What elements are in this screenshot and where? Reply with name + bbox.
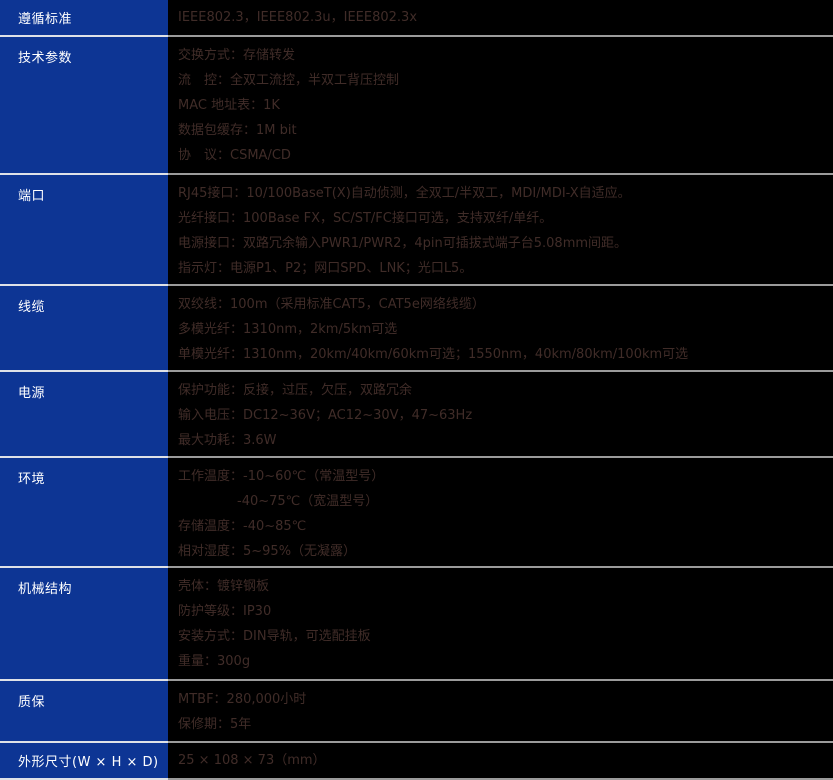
spec-line: 壳体：镀锌钢板 xyxy=(178,579,270,594)
row-divider xyxy=(0,566,833,568)
row-divider xyxy=(0,284,833,286)
spec-label: 环境 xyxy=(0,458,168,566)
spec-row-environment: 环境 工作温度：-10~60℃（常温型号） -40~75℃（宽温型号） 存储温度… xyxy=(0,458,833,566)
spec-line: 双绞线：100m（采用标准CAT5，CAT5e网络线缆） xyxy=(178,297,485,312)
spec-line: 流 控：全双工流控，半双工背压控制 xyxy=(178,73,400,88)
spec-value: RJ45接口：10/100BaseT(X)自动侦测，全双工/半双工，MDI/MD… xyxy=(168,175,833,284)
divider-left-segment xyxy=(0,284,168,286)
spec-label: 机械结构 xyxy=(0,568,168,679)
spec-label: 技术参数 xyxy=(0,37,168,173)
divider-right-segment xyxy=(168,456,833,458)
spec-row-warranty: 质保 MTBF：280,000小时 保修期：5年 xyxy=(0,681,833,741)
spec-line: -40~75℃（宽温型号） xyxy=(237,494,379,509)
divider-right-segment xyxy=(168,566,833,568)
row-divider xyxy=(0,741,833,743)
spec-row-ports: 端口 RJ45接口：10/100BaseT(X)自动侦测，全双工/半双工，MDI… xyxy=(0,175,833,284)
divider-right-segment xyxy=(168,35,833,37)
divider-left-segment xyxy=(0,679,168,681)
spec-row-mechanical: 机械结构 壳体：镀锌钢板 防护等级：IP30 安装方式：DIN导轨，可选配挂板 … xyxy=(0,568,833,679)
spec-row-dimensions: 外形尺寸(W × H × D) 25 × 108 × 73（mm） xyxy=(0,743,833,778)
spec-line: 保护功能：反接，过压，欠压，双路冗余 xyxy=(178,383,413,398)
spec-line: 25 × 108 × 73（mm） xyxy=(178,753,326,768)
divider-right-segment xyxy=(168,778,833,780)
spec-line: 输入电压：DC12~36V；AC12~30V，47~63Hz xyxy=(178,408,473,423)
spec-line: 最大功耗：3.6W xyxy=(178,433,277,448)
spec-line: IEEE802.3，IEEE802.3u，IEEE802.3x xyxy=(178,10,418,25)
spec-value: 壳体：镀锌钢板 防护等级：IP30 安装方式：DIN导轨，可选配挂板 重量：30… xyxy=(168,568,833,679)
row-divider xyxy=(0,370,833,372)
divider-left-segment xyxy=(0,173,168,175)
spec-label: 外形尺寸(W × H × D) xyxy=(0,743,168,778)
spec-value: 双绞线：100m（采用标准CAT5，CAT5e网络线缆） 多模光纤：1310nm… xyxy=(168,286,833,370)
spec-line: 保修期：5年 xyxy=(178,717,252,732)
divider-right-segment xyxy=(168,741,833,743)
spec-line: 相对湿度：5~95%（无凝露） xyxy=(178,544,357,559)
spec-line: 数据包缓存：1M bit xyxy=(178,123,297,138)
row-divider xyxy=(0,456,833,458)
divider-right-segment xyxy=(168,284,833,286)
divider-left-segment xyxy=(0,456,168,458)
spec-value: MTBF：280,000小时 保修期：5年 xyxy=(168,681,833,741)
spec-row-technical-parameters: 技术参数 交换方式：存储转发 流 控：全双工流控，半双工背压控制 MAC 地址表… xyxy=(0,37,833,173)
divider-right-segment xyxy=(168,173,833,175)
row-divider xyxy=(0,35,833,37)
spec-line: 单模光纤：1310nm，20km/40km/60km可选；1550nm，40km… xyxy=(178,347,689,362)
spec-label: 线缆 xyxy=(0,286,168,370)
spec-line: 防护等级：IP30 xyxy=(178,604,272,619)
spec-value: 保护功能：反接，过压，欠压，双路冗余 输入电压：DC12~36V；AC12~30… xyxy=(168,372,833,456)
spec-row-cables: 线缆 双绞线：100m（采用标准CAT5，CAT5e网络线缆） 多模光纤：131… xyxy=(0,286,833,370)
spec-value: IEEE802.3，IEEE802.3u，IEEE802.3x xyxy=(168,0,833,35)
spec-label: 端口 xyxy=(0,175,168,284)
bottom-border xyxy=(0,778,833,780)
spec-line: RJ45接口：10/100BaseT(X)自动侦测，全双工/半双工，MDI/MD… xyxy=(178,186,631,201)
spec-line: 工作温度：-10~60℃（常温型号） xyxy=(178,469,385,484)
row-divider xyxy=(0,679,833,681)
spec-label: 质保 xyxy=(0,681,168,741)
divider-right-segment xyxy=(168,370,833,372)
spec-line: 交换方式：存储转发 xyxy=(178,48,296,63)
divider-right-segment xyxy=(168,679,833,681)
divider-left-segment xyxy=(0,566,168,568)
spec-value: 工作温度：-10~60℃（常温型号） -40~75℃（宽温型号） 存储温度：-4… xyxy=(168,458,833,566)
divider-left-segment xyxy=(0,741,168,743)
spec-row-standards: 遵循标准 IEEE802.3，IEEE802.3u，IEEE802.3x xyxy=(0,0,833,35)
spec-line: 多模光纤：1310nm，2km/5km可选 xyxy=(178,322,398,337)
spec-line: 存储温度：-40~85℃ xyxy=(178,519,307,534)
spec-line: 指示灯：电源P1、P2；网口SPD、LNK；光口L5。 xyxy=(178,261,473,276)
spec-line: MAC 地址表：1K xyxy=(178,98,280,113)
divider-left-segment xyxy=(0,778,168,780)
spec-line: 电源接口：双路冗余输入PWR1/PWR2，4pin可插拔式端子台5.08mm间距… xyxy=(178,236,628,251)
spec-line: 安装方式：DIN导轨，可选配挂板 xyxy=(178,629,371,644)
row-divider xyxy=(0,173,833,175)
spec-line: 光纤接口：100Base FX，SC/ST/FC接口可选，支持双纤/单纤。 xyxy=(178,211,553,226)
divider-left-segment xyxy=(0,35,168,37)
spec-line: MTBF：280,000小时 xyxy=(178,692,307,707)
divider-left-segment xyxy=(0,370,168,372)
spec-label: 遵循标准 xyxy=(0,0,168,35)
spec-line: 重量：300g xyxy=(178,654,251,669)
spec-label: 电源 xyxy=(0,372,168,456)
spec-value: 25 × 108 × 73（mm） xyxy=(168,743,833,778)
spec-value: 交换方式：存储转发 流 控：全双工流控，半双工背压控制 MAC 地址表：1K 数… xyxy=(168,37,833,173)
spec-row-power: 电源 保护功能：反接，过压，欠压，双路冗余 输入电压：DC12~36V；AC12… xyxy=(0,372,833,456)
spec-line: 协 议：CSMA/CD xyxy=(178,148,291,163)
